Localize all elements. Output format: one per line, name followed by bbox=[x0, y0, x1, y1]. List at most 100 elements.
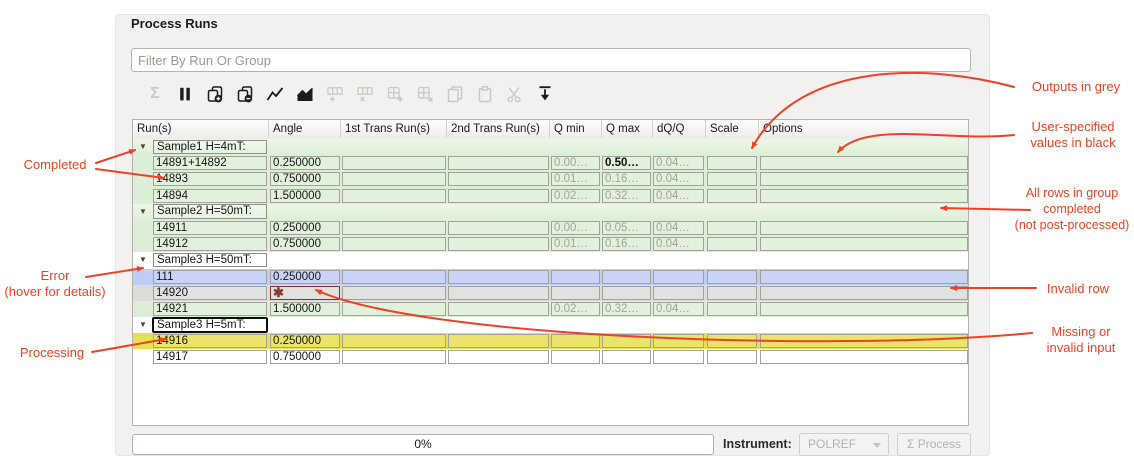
group-name-cell[interactable]: Sample2 H=50mT: bbox=[153, 204, 267, 219]
trans1-cell[interactable] bbox=[342, 237, 446, 252]
instrument-select[interactable]: POLREF bbox=[799, 433, 889, 456]
delete-cell-icon[interactable] bbox=[410, 83, 440, 105]
angle-cell[interactable]: 0.250000 bbox=[270, 156, 340, 171]
trans1-cell[interactable] bbox=[342, 156, 446, 171]
qmin-cell[interactable]: 0.01… bbox=[551, 237, 600, 252]
runs-cell[interactable]: 14917 bbox=[153, 350, 267, 365]
collapse-triangle-icon[interactable]: ▼ bbox=[139, 206, 147, 216]
column-header[interactable]: Options bbox=[759, 120, 968, 138]
column-header[interactable]: Run(s) bbox=[133, 120, 269, 138]
qmax-cell[interactable] bbox=[602, 285, 651, 300]
scale-cell[interactable] bbox=[707, 334, 757, 349]
runs-cell[interactable]: 14911 bbox=[153, 220, 267, 235]
remove-group-icon[interactable] bbox=[230, 83, 260, 105]
runs-cell[interactable]: 14916 bbox=[153, 334, 267, 349]
qmax-cell[interactable] bbox=[602, 334, 651, 349]
trans2-cell[interactable] bbox=[448, 156, 549, 171]
trans1-cell[interactable] bbox=[342, 301, 446, 316]
qmax-cell[interactable] bbox=[602, 350, 651, 365]
column-header[interactable]: Scale bbox=[706, 120, 759, 138]
dqq-cell[interactable]: 0.04… bbox=[653, 156, 704, 171]
collapse-triangle-icon[interactable]: ▼ bbox=[139, 255, 147, 265]
runs-cell[interactable]: 14912 bbox=[153, 237, 267, 252]
dqq-cell[interactable]: 0.04… bbox=[653, 237, 704, 252]
angle-cell[interactable]: 0.750000 bbox=[270, 350, 340, 365]
trans2-cell[interactable] bbox=[448, 188, 549, 203]
qmax-cell[interactable]: 0.05… bbox=[602, 220, 651, 235]
scale-cell[interactable] bbox=[707, 188, 757, 203]
angle-cell[interactable]: 0.250000 bbox=[270, 220, 340, 235]
options-cell[interactable] bbox=[760, 220, 968, 235]
trans1-cell[interactable] bbox=[342, 220, 446, 235]
trans2-cell[interactable] bbox=[448, 334, 549, 349]
trans2-cell[interactable] bbox=[448, 237, 549, 252]
angle-cell[interactable]: 0.750000 bbox=[270, 237, 340, 252]
qmax-cell[interactable]: 0.16… bbox=[602, 172, 651, 187]
options-cell[interactable] bbox=[760, 156, 968, 171]
angle-cell[interactable]: 1.500000 bbox=[270, 188, 340, 203]
column-header[interactable]: Angle bbox=[269, 120, 341, 138]
dqq-cell[interactable]: 0.04… bbox=[653, 220, 704, 235]
qmin-cell[interactable]: 0.00… bbox=[551, 156, 600, 171]
filter-input[interactable] bbox=[131, 48, 971, 72]
scale-cell[interactable] bbox=[707, 285, 757, 300]
qmax-cell[interactable]: 0.32… bbox=[602, 188, 651, 203]
qmax-cell[interactable]: 0.16… bbox=[602, 237, 651, 252]
scale-cell[interactable] bbox=[707, 301, 757, 316]
qmin-cell[interactable] bbox=[551, 269, 600, 284]
options-cell[interactable] bbox=[760, 188, 968, 203]
collapse-triangle-icon[interactable]: ▼ bbox=[139, 142, 147, 151]
options-cell[interactable] bbox=[760, 285, 968, 300]
column-header[interactable]: Q max bbox=[602, 120, 653, 138]
qmin-cell[interactable]: 0.01… bbox=[551, 172, 600, 187]
column-header[interactable]: Q min bbox=[550, 120, 602, 138]
pause-icon[interactable] bbox=[170, 83, 200, 105]
angle-cell[interactable]: 1.500000 bbox=[270, 301, 340, 316]
add-group-icon[interactable] bbox=[200, 83, 230, 105]
trans2-cell[interactable] bbox=[448, 220, 549, 235]
trans1-cell[interactable] bbox=[342, 188, 446, 203]
group-name-cell[interactable]: Sample3 H=5mT: bbox=[152, 316, 268, 334]
trans2-cell[interactable] bbox=[448, 285, 549, 300]
process-button[interactable]: Σ Process bbox=[897, 433, 971, 456]
group-name-cell[interactable]: Sample3 H=50mT: bbox=[153, 252, 267, 268]
scale-cell[interactable] bbox=[707, 350, 757, 365]
scale-cell[interactable] bbox=[707, 269, 757, 284]
trans1-cell[interactable] bbox=[342, 172, 446, 187]
column-header[interactable]: dQ/Q bbox=[653, 120, 706, 138]
area-plot-icon[interactable] bbox=[290, 83, 320, 105]
runs-cell[interactable]: 14893 bbox=[153, 172, 267, 187]
qmax-cell[interactable]: 0.50… bbox=[602, 156, 651, 171]
trans1-cell[interactable] bbox=[342, 285, 446, 300]
trans2-cell[interactable] bbox=[448, 301, 549, 316]
dqq-cell[interactable] bbox=[653, 285, 704, 300]
scale-cell[interactable] bbox=[707, 156, 757, 171]
angle-cell[interactable]: ✱ bbox=[270, 285, 340, 300]
options-cell[interactable] bbox=[760, 172, 968, 187]
options-cell[interactable] bbox=[760, 334, 968, 349]
delete-row-icon[interactable] bbox=[350, 83, 380, 105]
dqq-cell[interactable]: 0.04… bbox=[653, 301, 704, 316]
qmin-cell[interactable]: 0.00… bbox=[551, 220, 600, 235]
cut-icon[interactable] bbox=[500, 83, 530, 105]
qmin-cell[interactable]: 0.02… bbox=[551, 188, 600, 203]
copy-icon[interactable] bbox=[440, 83, 470, 105]
scale-cell[interactable] bbox=[707, 220, 757, 235]
angle-cell[interactable]: 0.750000 bbox=[270, 172, 340, 187]
angle-cell[interactable]: 0.250000 bbox=[270, 334, 340, 349]
sum-icon[interactable]: Σ bbox=[150, 85, 160, 102]
qmin-cell[interactable] bbox=[551, 285, 600, 300]
options-cell[interactable] bbox=[760, 237, 968, 252]
qmax-cell[interactable] bbox=[602, 269, 651, 284]
insert-row-icon[interactable] bbox=[320, 83, 350, 105]
dqq-cell[interactable] bbox=[653, 269, 704, 284]
runs-cell[interactable]: 14921 bbox=[153, 301, 267, 316]
trans1-cell[interactable] bbox=[342, 350, 446, 365]
scale-cell[interactable] bbox=[707, 172, 757, 187]
dqq-cell[interactable]: 0.04… bbox=[653, 172, 704, 187]
qmin-cell[interactable]: 0.02… bbox=[551, 301, 600, 316]
collapse-triangle-icon[interactable]: ▼ bbox=[139, 320, 147, 330]
line-plot-icon[interactable] bbox=[260, 83, 290, 105]
qmin-cell[interactable] bbox=[551, 334, 600, 349]
column-header[interactable]: 1st Trans Run(s) bbox=[341, 120, 447, 138]
